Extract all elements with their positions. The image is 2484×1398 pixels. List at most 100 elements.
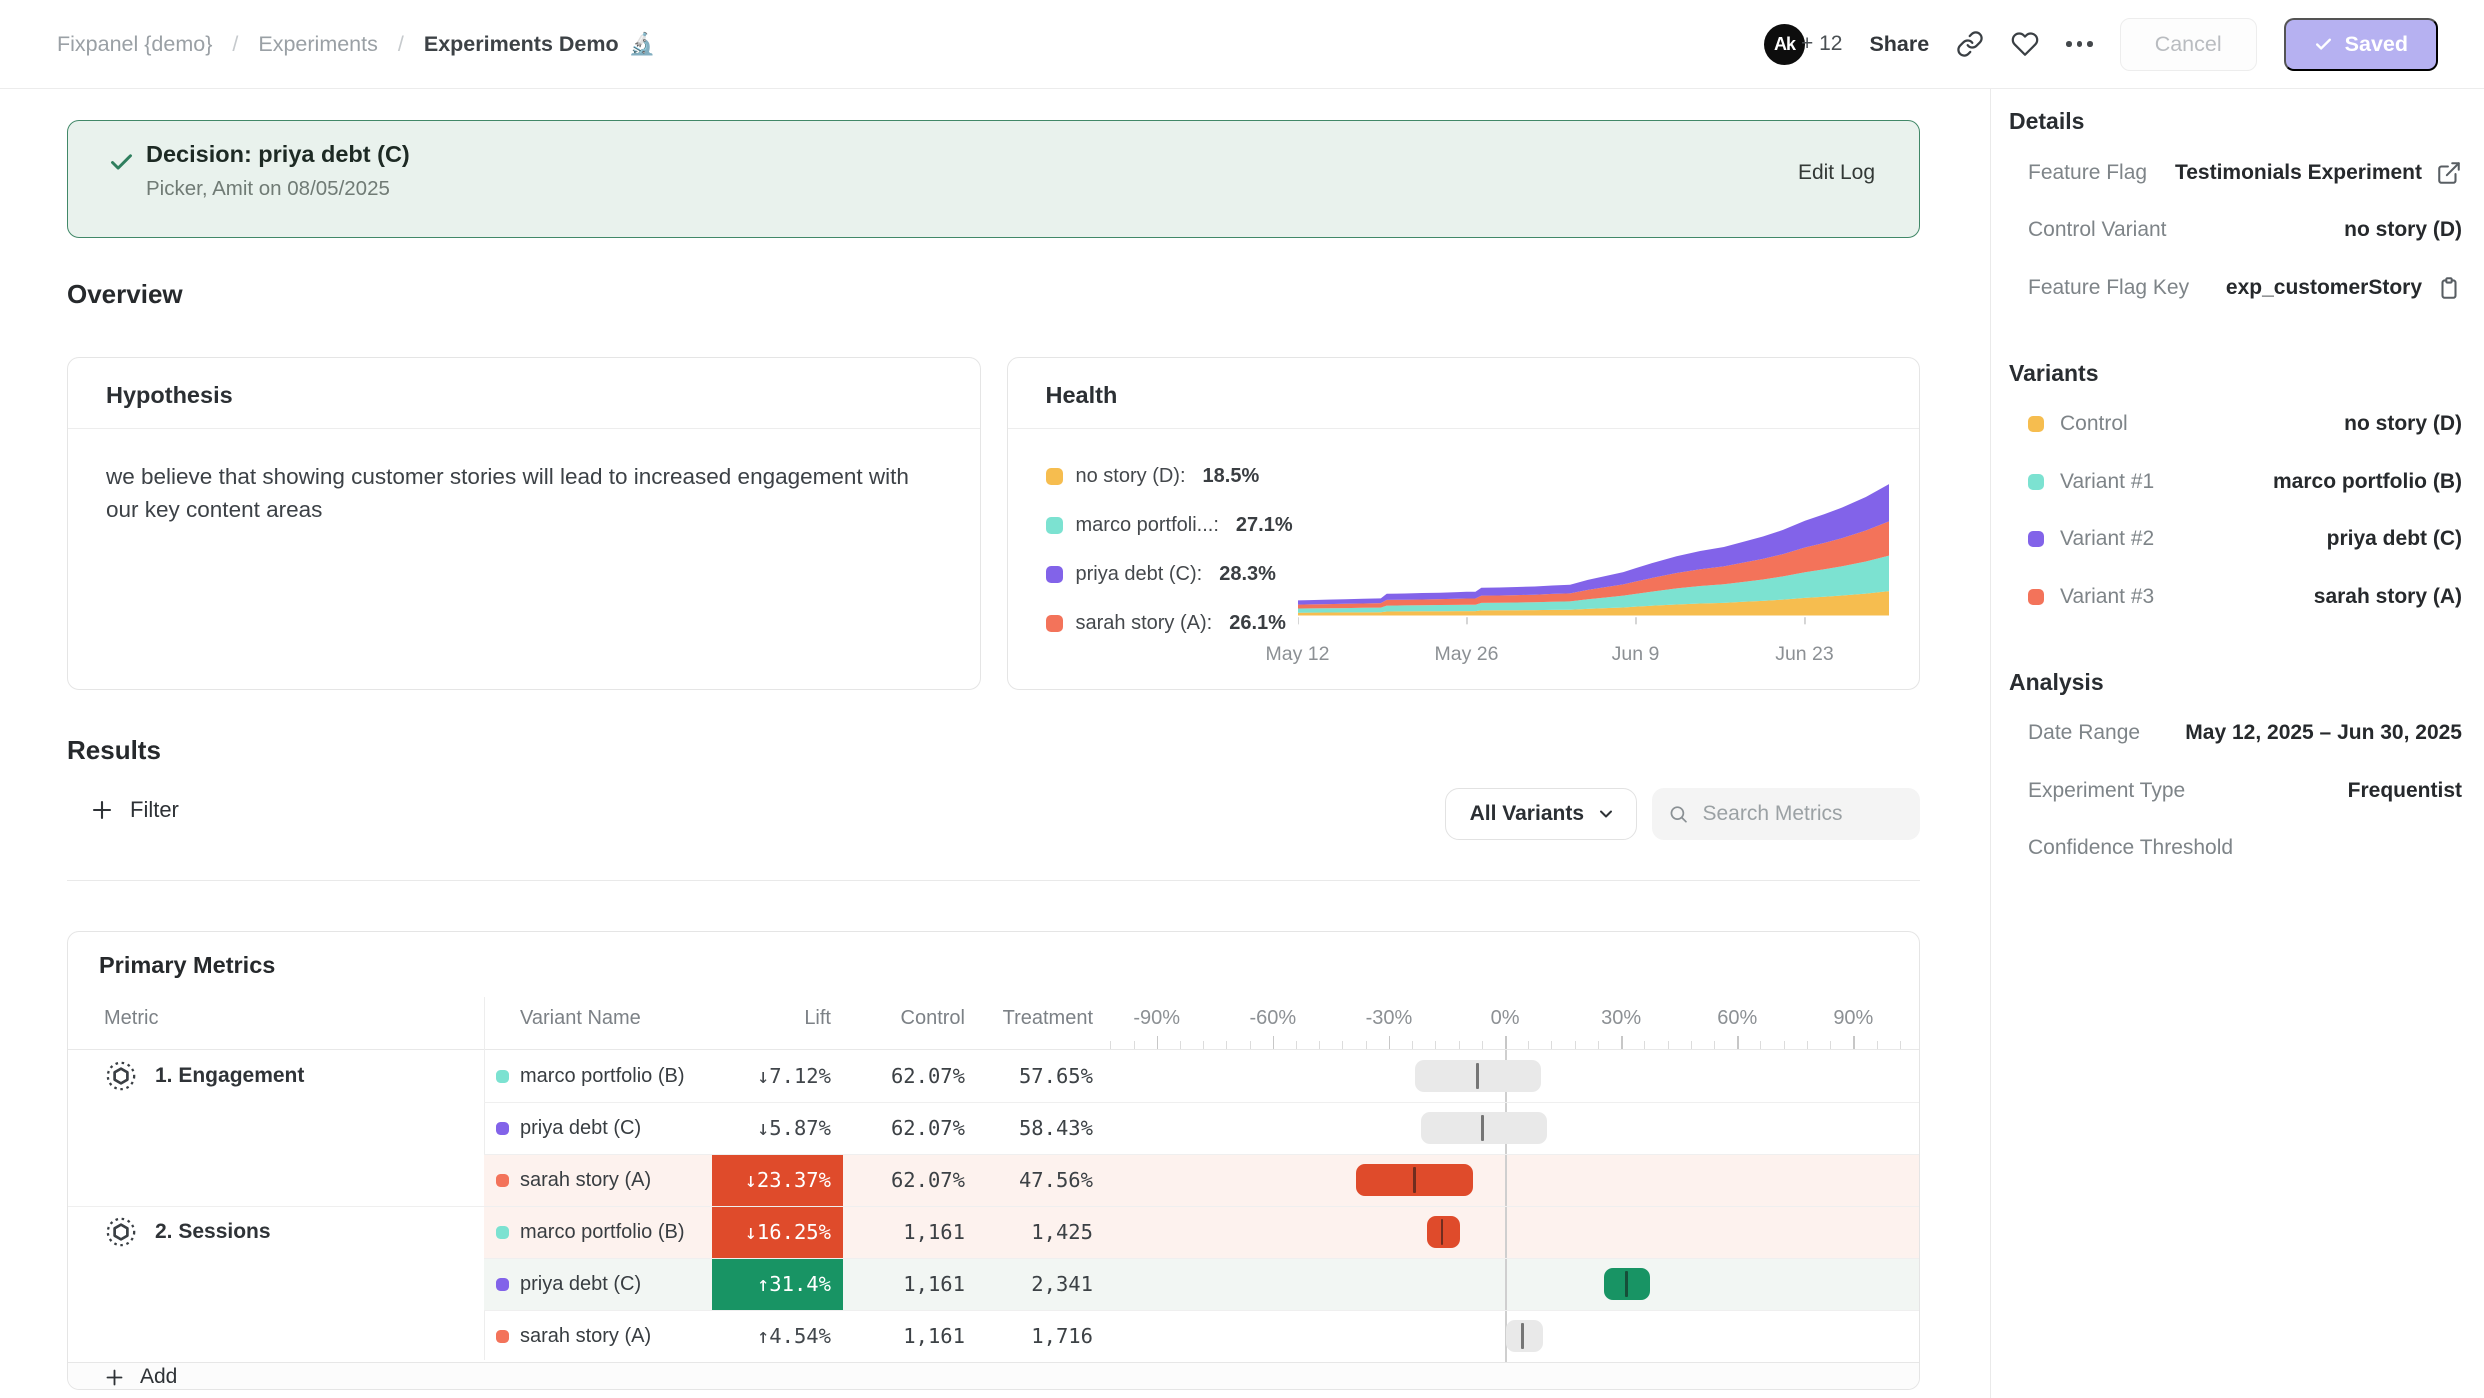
saved-label: Saved — [2345, 32, 2408, 57]
variant-swatch-icon — [2028, 589, 2044, 605]
page-title: Experiments Demo — [424, 32, 619, 57]
breadcrumb-experiments[interactable]: Experiments — [258, 32, 378, 57]
variant-name: marco portfolio (B) — [520, 1050, 685, 1102]
confidence-interval-bar — [1506, 1320, 1542, 1352]
legend-swatch-icon — [1046, 566, 1063, 583]
variant-name: marco portfolio (B) — [520, 1206, 685, 1258]
sidebar-row-value: Frequentist — [2348, 779, 2462, 803]
edit-log-button[interactable]: Edit Log — [1798, 161, 1875, 185]
row-separator — [484, 1102, 1919, 1103]
analysis-section: Date RangeMay 12, 2025 – Jun 30, 2025Exp… — [2009, 705, 2462, 878]
sidebar-row: Experiment TypeFrequentist — [2009, 762, 2462, 820]
variants-filter-dropdown[interactable]: All Variants — [1445, 788, 1637, 840]
more-menu-icon[interactable] — [2066, 41, 2093, 47]
legend-label: sarah story (A): — [1076, 612, 1213, 635]
add-label: Add — [140, 1365, 177, 1389]
hypothesis-body: we believe that showing customer stories… — [68, 429, 980, 526]
collaborators-count[interactable]: + 12 — [1801, 32, 1842, 56]
control-value: 1,161 — [848, 1310, 965, 1362]
treatment-value: 57.65% — [965, 1050, 1093, 1102]
table-row[interactable]: priya debt (C)↑31.4%1,1612,341 — [68, 1258, 1919, 1310]
sidebar-row-value: no story (D) — [2344, 218, 2462, 242]
sidebar-row-label: Control — [2060, 412, 2128, 436]
legend-item[interactable]: marco portfoli...:27.1% — [1046, 514, 1298, 537]
axis-tick — [1644, 1041, 1645, 1049]
axis-label: 30% — [1601, 1007, 1641, 1030]
lift-value: ↓16.25% — [712, 1206, 843, 1258]
control-value: 62.07% — [848, 1154, 965, 1206]
axis-tick — [1157, 1036, 1159, 1049]
axis-tick — [1598, 1041, 1599, 1049]
sidebar-value-text: no story (D) — [2344, 218, 2462, 242]
plus-icon — [104, 1367, 125, 1388]
search-metrics-input[interactable] — [1703, 802, 1905, 826]
plus-icon — [90, 798, 114, 822]
decision-subtitle: Picker, Amit on 08/05/2025 — [146, 177, 390, 201]
table-row[interactable]: 1. Engagementmarco portfolio (B)↓7.12%62… — [68, 1050, 1919, 1102]
axis-tick — [1668, 1041, 1669, 1049]
axis-tick — [1877, 1041, 1878, 1049]
control-value: 1,161 — [848, 1206, 965, 1258]
control-value: 62.07% — [848, 1102, 965, 1154]
confidence-interval-cell — [1101, 1102, 1920, 1154]
breadcrumb-separator: / — [398, 32, 404, 57]
axis-tick — [1366, 1041, 1367, 1049]
clipboard-icon[interactable] — [2436, 275, 2462, 301]
axis-tick — [1180, 1041, 1181, 1049]
sidebar-value-text: marco portfolio (B) — [2273, 470, 2462, 494]
axis-tick — [1621, 1036, 1623, 1049]
axis-tick — [1482, 1041, 1483, 1049]
chevron-down-icon — [1596, 804, 1616, 824]
table-row[interactable]: priya debt (C)↓5.87%62.07%58.43% — [68, 1102, 1919, 1154]
details-sidebar: DetailsFeature FlagTestimonials Experime… — [1990, 89, 2484, 1398]
sidebar-row: Date RangeMay 12, 2025 – Jun 30, 2025 — [2009, 705, 2462, 763]
legend-item[interactable]: sarah story (A):26.1% — [1046, 612, 1298, 635]
share-button[interactable]: Share — [1869, 32, 1929, 57]
axis-tick — [1551, 1041, 1552, 1049]
saved-button[interactable]: Saved — [2284, 18, 2438, 71]
table-row[interactable]: sarah story (A)↓23.37%62.07%47.56% — [68, 1154, 1919, 1206]
axis-tick — [1389, 1036, 1391, 1049]
breadcrumb-project[interactable]: Fixpanel {demo} — [57, 32, 212, 57]
col-lift: Lift — [712, 1007, 831, 1030]
lift-value: ↑31.4% — [712, 1258, 843, 1310]
legend-item[interactable]: no story (D):18.5% — [1046, 465, 1298, 488]
point-estimate-tick — [1413, 1167, 1416, 1193]
sidebar-row-value: May 12, 2025 – Jun 30, 2025 — [2185, 721, 2462, 745]
avatar[interactable]: Ak — [1764, 24, 1805, 65]
sidebar-value-text: exp_customerStory — [2226, 276, 2422, 300]
variant-color-dot — [496, 1070, 509, 1083]
table-row[interactable]: 2. Sessions marco portfolio (B) ↓16.25%1,1… — [68, 1206, 1919, 1258]
add-metric-button[interactable]: Add — [68, 1362, 1919, 1390]
row-separator — [484, 1154, 1919, 1155]
sidebar-row: Control Variantno story (D) — [2009, 202, 2462, 260]
health-title: Health — [1008, 358, 1920, 429]
sidebar-row: Variant #2priya debt (C) — [2009, 511, 2462, 569]
legend-item[interactable]: priya debt (C):28.3% — [1046, 563, 1298, 586]
confidence-interval-cell — [1101, 1050, 1920, 1102]
sidebar-row-value[interactable]: Testimonials Experiment — [2175, 160, 2462, 186]
add-filter-button[interactable]: Filter — [90, 797, 179, 823]
cancel-button[interactable]: Cancel — [2120, 18, 2257, 71]
sidebar-row-value[interactable]: exp_customerStory — [2226, 275, 2462, 301]
metric-name: 2. Sessions — [104, 1206, 271, 1258]
point-estimate-tick — [1521, 1323, 1524, 1349]
variants-section: Controlno story (D)Variant #1marco portf… — [2009, 396, 2462, 626]
decision-title: Decision: priya debt (C) — [146, 141, 410, 168]
axis-label: 0% — [1491, 1007, 1520, 1030]
table-row[interactable]: sarah story (A)↑4.54%1,1611,716 — [68, 1310, 1919, 1362]
copy-link-icon[interactable] — [1956, 30, 1984, 58]
x-tick-label: Jun 23 — [1775, 643, 1834, 666]
axis-tick — [1691, 1041, 1692, 1049]
metrics-rows: 1. Engagementmarco portfolio (B)↓7.12%62… — [68, 1050, 1919, 1362]
axis-tick — [1784, 1041, 1785, 1049]
axis-tick — [1203, 1041, 1204, 1049]
health-chart: May 12May 26Jun 9Jun 23 — [1298, 465, 1890, 690]
axis-tick — [1226, 1041, 1227, 1049]
control-value: 1,161 — [848, 1258, 965, 1310]
filter-label: Filter — [130, 797, 179, 823]
legend-label: no story (D): — [1076, 465, 1186, 488]
external-link-icon[interactable] — [2436, 160, 2462, 186]
axis-label: -90% — [1133, 1007, 1180, 1030]
favorite-heart-icon[interactable] — [2011, 30, 2039, 58]
